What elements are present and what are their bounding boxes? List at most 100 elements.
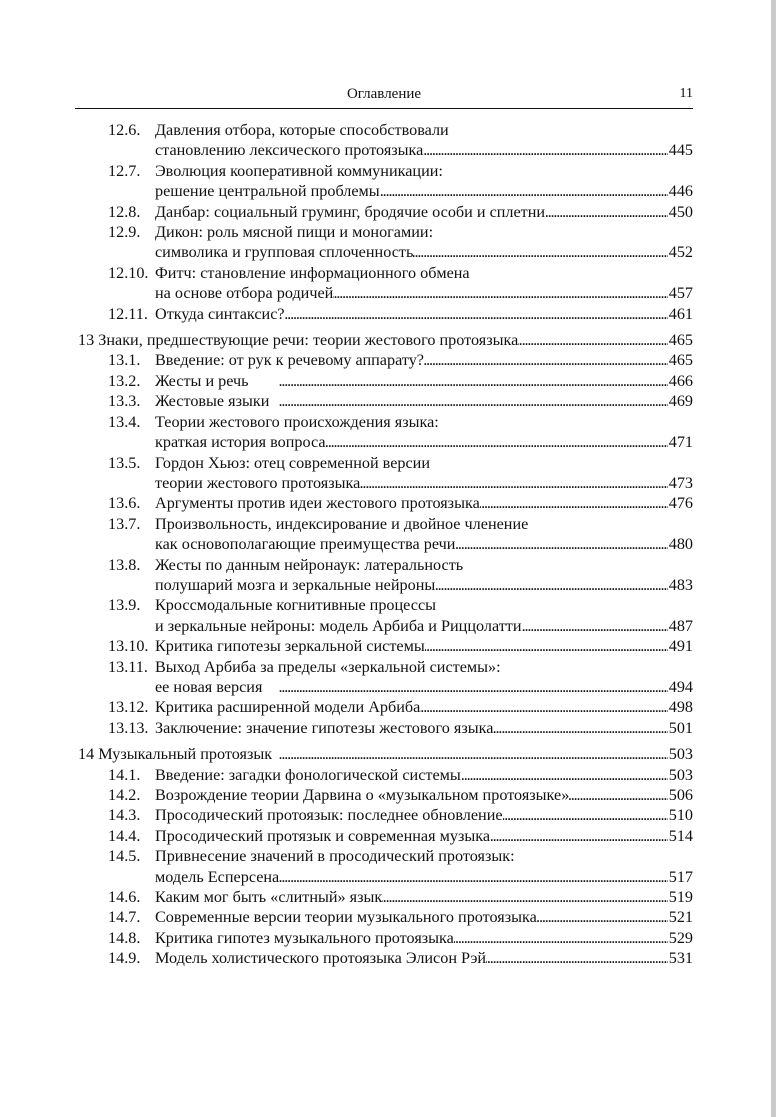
toc-section-entry[interactable]: 14.6. Каким мог быть «слитный» язык 519 [78,887,693,907]
section-body: Аргументы против идеи жестового протоязы… [155,493,693,513]
section-title-line: Жесты по данным нейронаук: латеральность [155,555,464,574]
section-page: 476 [668,494,693,513]
section-body: Данбар: социальный груминг, бродячие осо… [155,202,693,222]
section-title-last-line: Откуда синтаксис? 461 [155,304,693,324]
toc-section-entry[interactable]: 14.1. Введение: загадки фонологической си… [78,765,693,785]
section-title-line: Откуда синтаксис? [155,304,285,323]
section-number: 13.10. [108,637,149,656]
section-title-line: Кроссмодальные когнитивные процессы [155,596,437,615]
section-title-last-line: Аргументы против идеи жестового протоязы… [155,493,693,513]
toc-section-entry[interactable]: 12.6. Давления отбора, которые способство… [78,120,693,161]
toc-section-entry[interactable]: 13.7. Произвольность, индексирование и дв… [78,514,693,555]
section-title-line: и зеркальные нейроны: модель Арбиба и Ри… [155,616,522,635]
scrollbar[interactable] [771,0,776,1117]
section-title-last-line: решение центральной проблемы 446 [155,181,693,201]
toc-section-entry[interactable]: 14.3. Просодический протоязык: последнее … [78,805,693,825]
toc-section-entry[interactable]: 12.11. Откуда синтаксис? 461 [78,304,693,324]
dot-leader [490,826,668,846]
section-title-line: ее новая версия [155,677,263,696]
toc-section-entry[interactable]: 13.8. Жесты по данным нейронаук: латераль… [78,555,693,596]
toc-section-entry[interactable]: 13.1. Введение: от рук к речевому аппарат… [78,350,693,370]
section-title-last-line: Заключение: значение гипотезы жестового … [155,718,693,738]
section-page: 483 [668,575,693,594]
section-title-line: Произвольность, индексирование и двойное… [155,514,529,533]
running-header-title: Оглавление [346,86,422,102]
section-title-last-line: на основе отбора родичей 457 [155,283,693,303]
section-body: Критика расширенной модели Арбиба 498 [155,697,693,717]
toc-section-entry[interactable]: 13.4. Теории жестового происхождения язык… [78,412,693,453]
section-number: 14.2. [108,786,141,804]
section-title-last-line: Просодический протязык и современная муз… [155,826,693,846]
dot-leader [326,432,668,452]
section-number: 13.6. [108,494,141,513]
dot-leader [360,473,667,493]
dot-leader [272,744,668,764]
section-title-line: Эволюция кооперативной коммуникации: [155,161,443,180]
section-title-line: Возрождение теории Дарвина о «музыкально… [155,786,570,804]
section-body: Гордон Хьюз: отец современной версии теор… [155,453,693,494]
toc-section-entry[interactable]: 13.3. Жестовые языки 469 [78,391,693,411]
dot-leader [518,330,667,350]
toc-chapter-entry[interactable]: 14 Музыкальный протоязык 503 [78,744,693,764]
section-title-line: Просодический протоязык: последнее обнов… [155,806,503,825]
section-page: 450 [668,202,693,221]
toc-chapter-entry[interactable]: 13 Знаки, предшествующие речи: теории же… [78,330,693,350]
section-body: Введение: загадки фонологической системы… [155,765,693,785]
toc-section-entry[interactable]: 14.9. Модель холистического протоязыка Эл… [78,948,693,968]
section-body: Привнесение значений в просодический про… [155,846,693,887]
section-title-line: Критика гипотез музыкального протоязыка [155,928,454,947]
section-title-last-line: Данбар: социальный груминг, бродячие осо… [155,202,693,222]
toc-section-entry[interactable]: 12.7. Эволюция кооперативной коммуникации… [78,161,693,202]
section-body: Возрождение теории Дарвина о «музыкально… [155,785,693,805]
section-page: 494 [668,677,693,696]
section-page: 531 [668,949,693,968]
section-title-line: Выход Арбиба за пределы «зеркальной сист… [155,657,501,676]
section-number: 12.9. [108,223,141,242]
section-title-last-line: Возрождение теории Дарвина о «музыкально… [155,785,693,805]
dot-leader [461,765,668,785]
section-number: 14.3. [108,806,141,825]
section-body: Фитч: становление информационного обмена… [155,263,693,304]
section-number: 13.12. [108,698,149,717]
section-page: 471 [668,433,693,452]
section-number: 12.8. [108,202,141,221]
toc-section-entry[interactable]: 14.7. Современные версии теории музыкальн… [78,907,693,927]
section-number: 13.5. [108,453,141,472]
toc-section-entry[interactable]: 13.9. Кроссмодальные когнитивные процессы… [78,595,693,636]
section-title-last-line: Просодический протоязык: последнее обнов… [155,805,693,825]
toc-section-entry[interactable]: 13.10. Критика гипотезы зеркальной систем… [78,636,693,656]
section-title-line: на основе отбора родичей [155,284,334,303]
section-title-line: Данбар: социальный груминг, бродячие осо… [155,202,546,221]
section-title-line: полушарий мозга и зеркальные нейроны [155,575,436,594]
toc-section-entry[interactable]: 13.6. Аргументы против идеи жестового про… [78,493,693,513]
toc-section-entry[interactable]: 12.8. Данбар: социальный груминг, бродячи… [78,202,693,222]
section-title-line: Жестовые языки [155,392,270,411]
dot-leader [249,371,668,391]
toc-section-entry[interactable]: 12.10. Фитч: становление информационного … [78,263,693,304]
section-title-line: Фитч: становление информационного обмена [155,263,470,282]
toc-section-entry[interactable]: 13.5. Гордон Хьюз: отец современной верси… [78,453,693,494]
dot-leader [493,718,667,738]
section-number: 13.9. [108,596,141,615]
section-page: 529 [668,928,693,947]
toc-section-entry[interactable]: 14.2. Возрождение теории Дарвина о «музык… [78,785,693,805]
section-title-line: Теории жестового происхождения языка: [155,412,439,431]
toc-section-entry[interactable]: 14.5. Привнесение значений в просодически… [78,846,693,887]
toc-section-entry[interactable]: 13.13. Заключение: значение гипотезы жест… [78,718,693,738]
dot-leader [480,493,668,513]
toc-section-entry[interactable]: 13.2. Жесты и речь 466 [78,371,693,391]
dot-leader [545,202,668,222]
toc-section-entry[interactable]: 14.4. Просодический протязык и современна… [78,826,693,846]
section-title-last-line: теории жестового протоязыка 473 [155,473,693,493]
toc-section-entry[interactable]: 12.9. Дикон: роль мясной пищи и моногамии… [78,222,693,263]
toc-section-entry[interactable]: 13.11. Выход Арбиба за пределы «зеркально… [78,657,693,698]
section-title-last-line: Критика гипотезы зеркальной системы 491 [155,636,693,656]
toc-section-entry[interactable]: 14.8. Критика гипотез музыкального протоя… [78,928,693,948]
section-number: 12.6. [108,121,141,139]
section-page: 446 [668,182,693,201]
dot-leader [279,867,667,887]
section-title-line: Заключение: значение гипотезы жестового … [155,718,494,737]
toc-section-entry[interactable]: 13.12. Критика расширенной модели Арбиба 4… [78,697,693,717]
section-title-line: краткая история вопроса [155,433,326,452]
section-title-last-line: становлению лексического протоязыка 445 [155,140,693,160]
